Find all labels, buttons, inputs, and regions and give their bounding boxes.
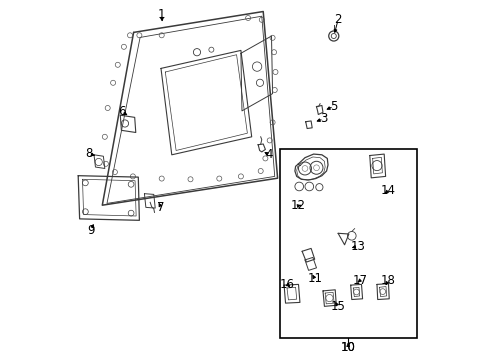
Text: 18: 18 [380,274,395,287]
Text: 9: 9 [87,224,95,237]
Text: 3: 3 [319,112,327,125]
Text: 4: 4 [264,148,272,161]
Bar [279,149,416,338]
Text: 10: 10 [340,341,355,354]
Text: 15: 15 [330,300,345,313]
Text: 2: 2 [334,13,341,26]
Text: 12: 12 [290,199,305,212]
Text: 14: 14 [380,184,395,197]
Text: 8: 8 [85,147,93,160]
Text: 1: 1 [158,8,165,21]
Text: 16: 16 [279,278,294,291]
Text: 13: 13 [350,240,365,253]
Text: 7: 7 [157,201,164,214]
Text: 10: 10 [340,341,355,354]
Text: 5: 5 [329,100,337,113]
Text: 17: 17 [352,274,367,287]
Text: 6: 6 [118,105,125,118]
Text: 11: 11 [306,272,322,285]
